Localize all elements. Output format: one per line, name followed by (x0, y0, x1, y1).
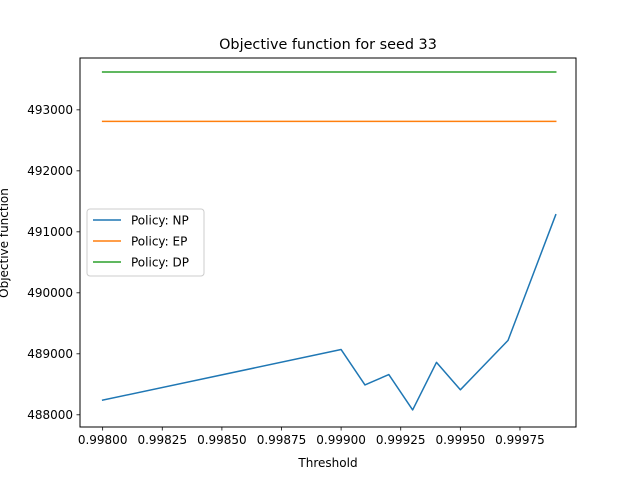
plot-frame (79, 57, 577, 428)
x-tick-label: 0.99875 (257, 433, 307, 447)
legend-label-2: Policy: DP (131, 255, 189, 269)
x-tick-label: 0.99925 (376, 433, 426, 447)
y-tick-label: 488000 (27, 408, 73, 422)
x-axis: 0.99800 0.99825 0.99850 0.99875 0.99900 0.999… (78, 427, 545, 447)
y-tick-label: 490000 (27, 286, 73, 300)
x-axis-label: Threshold (297, 456, 357, 470)
y-tick-label: 492000 (27, 164, 73, 178)
x-tick-label: 0.99900 (316, 433, 366, 447)
series-layer (101, 71, 557, 411)
legend-label-0: Policy: NP (131, 213, 189, 227)
y-tick-label: 491000 (27, 225, 73, 239)
y-tick-label: 493000 (27, 103, 73, 117)
chart-title: Objective function for seed 33 (219, 37, 437, 53)
x-tick-label: 0.99825 (137, 433, 187, 447)
legend-box (86, 208, 205, 277)
x-tick-label: 0.99975 (495, 433, 545, 447)
legend-label-1: Policy: EP (131, 234, 187, 248)
x-tick-label: 0.99950 (436, 433, 486, 447)
x-tick-label: 0.99850 (197, 433, 247, 447)
y-tick-label: 489000 (27, 347, 73, 361)
y-axis: 488000 489000 490000 491000 492000 493000 (27, 103, 80, 422)
x-tick-label: 0.99800 (78, 433, 128, 447)
series-line-0 (101, 213, 557, 411)
legend: Policy: NP Policy: EP Policy: DP (86, 208, 205, 277)
y-axis-label: Objective function (0, 188, 11, 298)
